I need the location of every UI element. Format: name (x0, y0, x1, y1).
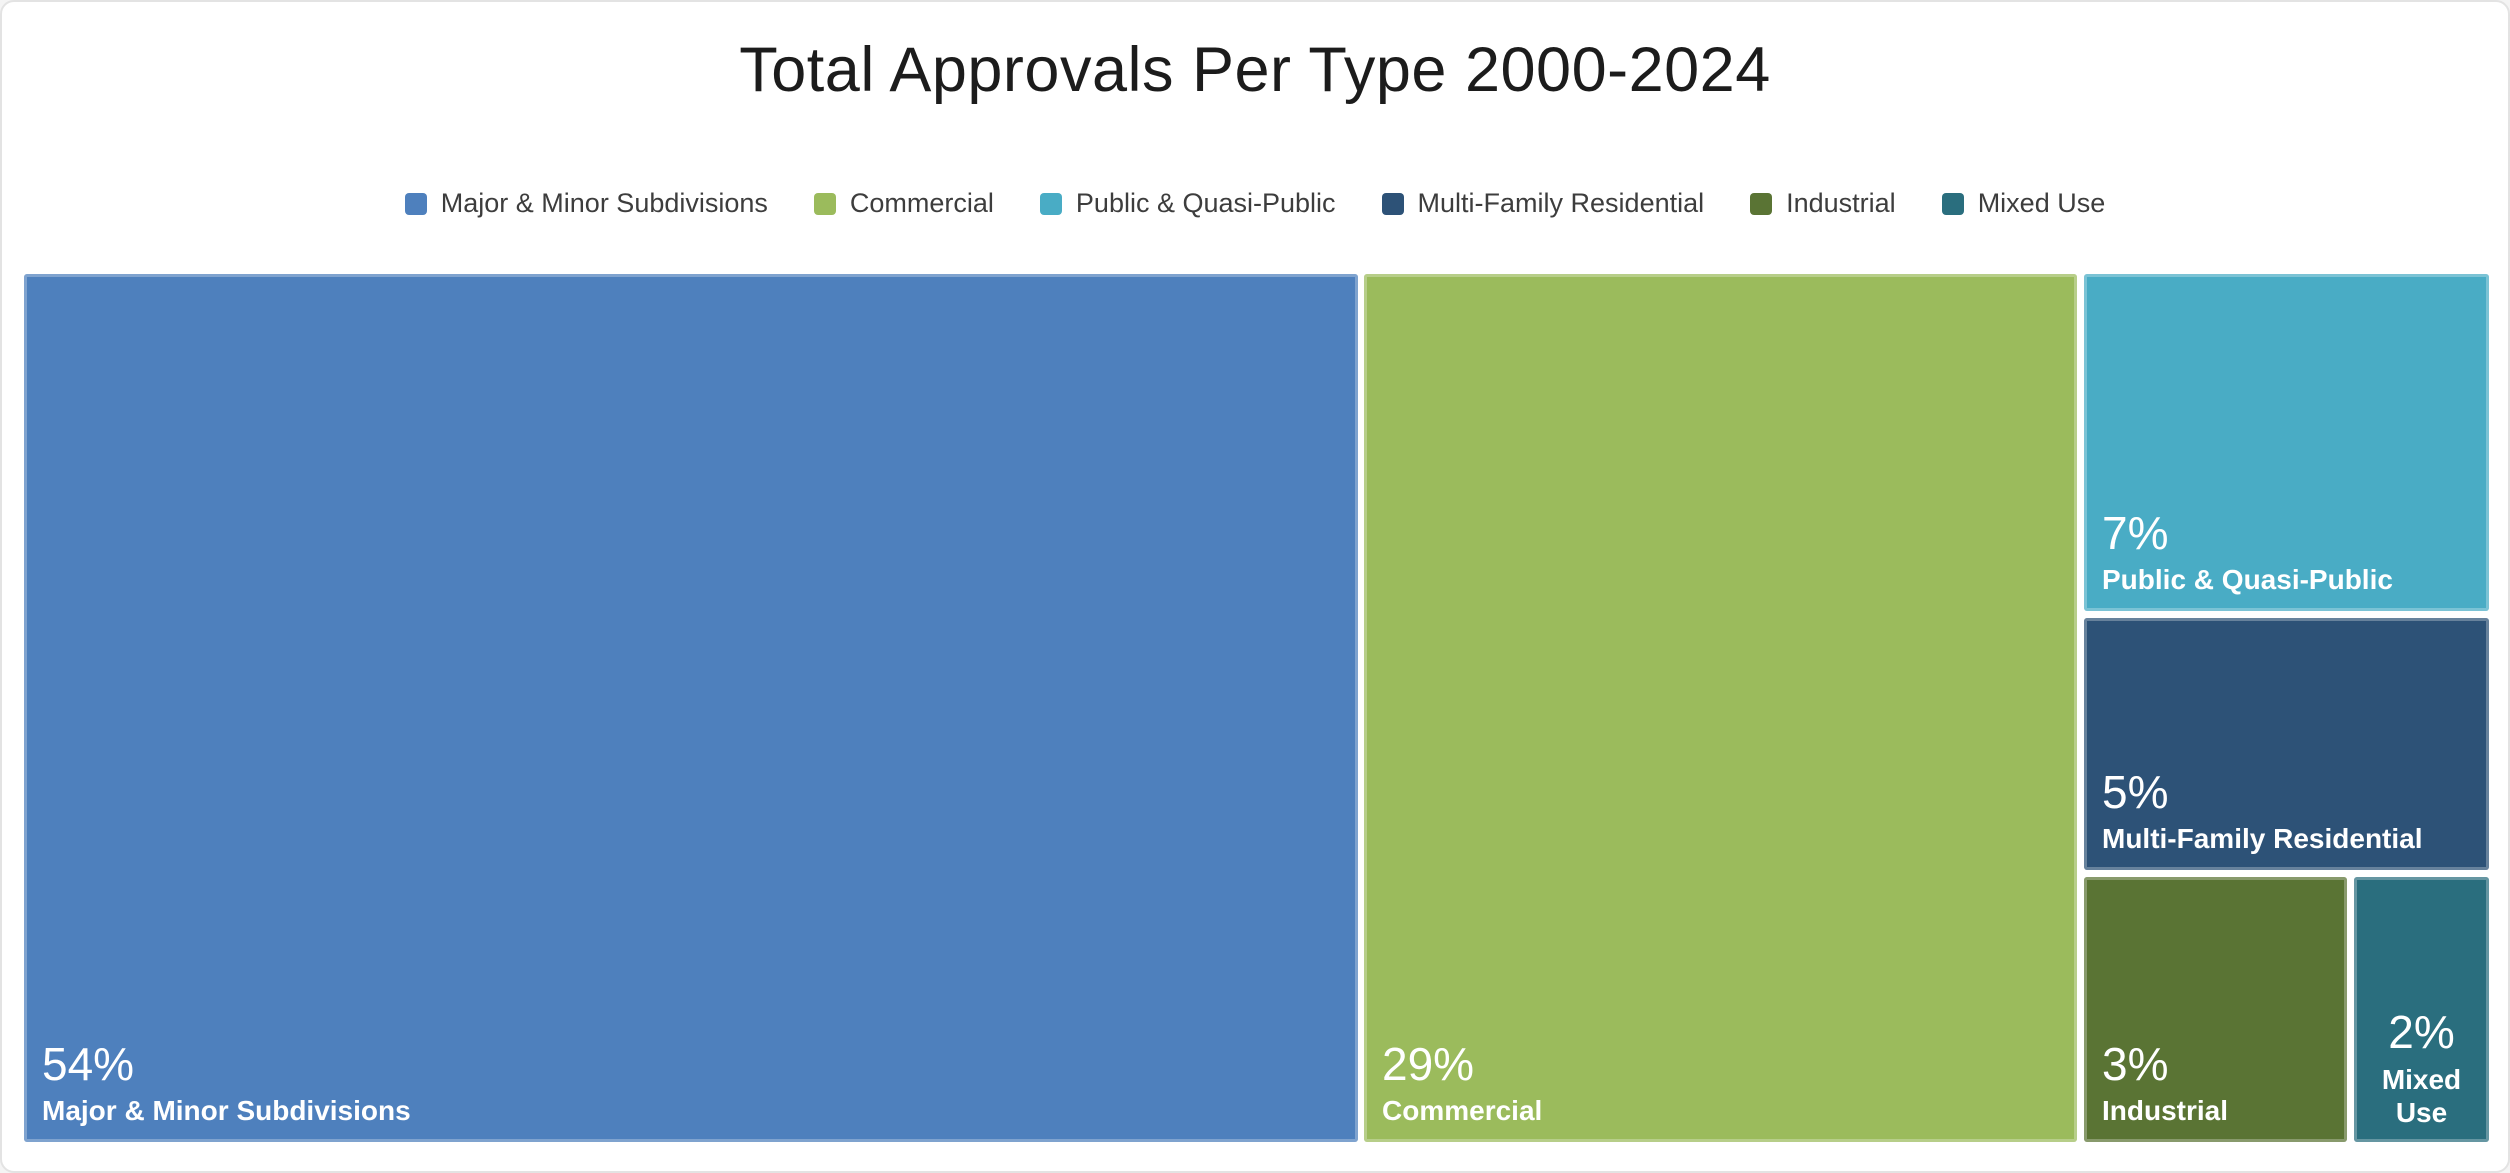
tile-label: Commercial (1382, 1095, 1543, 1127)
tile-percent: 2% (2388, 1005, 2455, 1058)
legend-swatch-icon (404, 192, 427, 215)
tile-percent: 29% (1382, 1037, 1475, 1090)
legend-swatch-icon (1039, 192, 1062, 215)
treemap-tile-multi-family-residential: 5% Multi-Family Residential (2084, 618, 2489, 870)
tile-text: 54% Major & Minor Subdivisions (42, 1038, 1350, 1128)
legend-swatch-icon (813, 192, 836, 215)
legend: Major & Minor Subdivisions Commercial Pu… (2, 188, 2508, 219)
legend-label: Industrial (1786, 188, 1896, 218)
legend-item-public-quasi-public: Public & Quasi-Public (1039, 188, 1336, 219)
treemap-tile-commercial: 29% Commercial (1364, 274, 2077, 1142)
tile-label: Multi-Family Residential (2102, 823, 2423, 855)
legend-label: Commercial (849, 188, 994, 218)
legend-item-industrial: Industrial (1750, 188, 1896, 219)
legend-label: Major & Minor Subdivisions (440, 188, 768, 218)
tile-text: 2% Mixed Use (2358, 1006, 2485, 1130)
tile-text: 3% Industrial (2102, 1038, 2339, 1128)
treemap-tile-mixed-use: 2% Mixed Use (2354, 877, 2489, 1142)
tile-label: Public & Quasi-Public (2102, 564, 2393, 596)
treemap-tile-public-quasi-public: 7% Public & Quasi-Public (2084, 274, 2489, 611)
treemap-tile-major-minor-subdivisions: 54% Major & Minor Subdivisions (24, 274, 1358, 1142)
legend-item-major-minor-subdivisions: Major & Minor Subdivisions (404, 188, 768, 219)
legend-item-mixed-use: Mixed Use (1941, 188, 2106, 219)
tile-percent: 3% (2102, 1037, 2169, 1090)
tile-text: 29% Commercial (1382, 1038, 2069, 1128)
tile-text: 7% Public & Quasi-Public (2102, 507, 2481, 597)
treemap-tile-industrial: 3% Industrial (2084, 877, 2347, 1142)
tile-label: Mixed Use (2381, 1063, 2462, 1129)
tile-percent: 7% (2102, 506, 2169, 559)
legend-label: Public & Quasi-Public (1075, 188, 1336, 218)
tile-label: Industrial (2102, 1095, 2229, 1127)
treemap: 54% Major & Minor Subdivisions 29% Comme… (24, 274, 2489, 1142)
legend-item-multi-family-residential: Multi-Family Residential (1381, 188, 1705, 219)
tile-percent: 54% (42, 1037, 135, 1090)
tile-text: 5% Multi-Family Residential (2102, 766, 2481, 856)
legend-label: Multi-Family Residential (1417, 188, 1705, 218)
legend-label: Mixed Use (1977, 188, 2106, 218)
legend-item-commercial: Commercial (813, 188, 994, 219)
legend-swatch-icon (1750, 192, 1773, 215)
legend-swatch-icon (1941, 192, 1964, 215)
tile-label: Major & Minor Subdivisions (42, 1095, 411, 1127)
tile-percent: 5% (2102, 765, 2169, 818)
chart-title: Total Approvals Per Type 2000-2024 (739, 35, 1771, 105)
legend-swatch-icon (1381, 192, 1404, 215)
